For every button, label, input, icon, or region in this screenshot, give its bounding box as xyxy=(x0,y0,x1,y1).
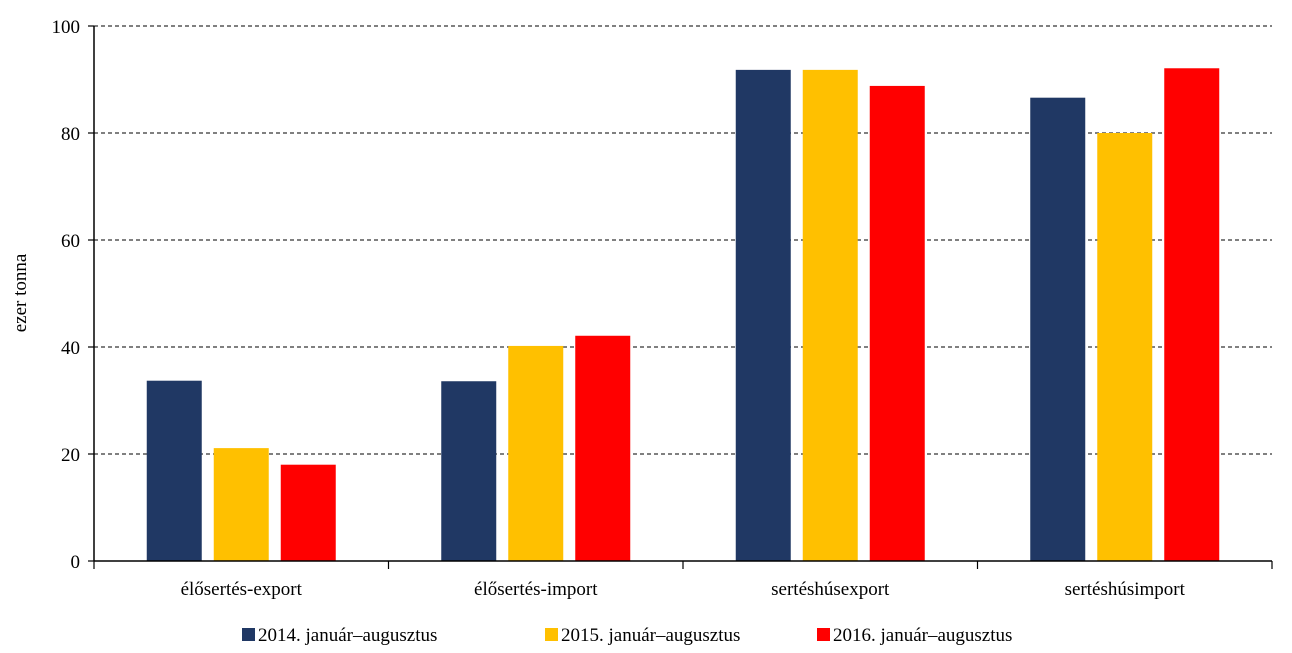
x-category-label: sertéshúsimport xyxy=(1065,579,1186,600)
y-axis-label: ezer tonna xyxy=(10,253,31,332)
legend-swatch xyxy=(545,628,558,641)
x-category-label: sertéshúsexport xyxy=(771,579,890,600)
legend-label: 2016. január–augusztus xyxy=(833,625,1012,646)
bar xyxy=(802,69,858,562)
x-category-label: élősertés-export xyxy=(181,579,303,600)
bars xyxy=(146,68,1220,562)
bar xyxy=(1164,68,1220,561)
bar xyxy=(575,335,631,561)
y-tick-label: 0 xyxy=(71,552,81,573)
y-tick-label: 40 xyxy=(61,338,80,359)
x-category-labels: élősertés-export élősertés-import sertéshú… xyxy=(181,579,1186,600)
bar xyxy=(1097,133,1153,561)
bar xyxy=(146,380,202,561)
axes xyxy=(93,26,1273,569)
bar xyxy=(213,448,269,561)
y-tick-label: 60 xyxy=(61,231,80,252)
y-tick-label: 80 xyxy=(61,124,80,145)
gridlines xyxy=(94,25,1272,455)
legend-swatch xyxy=(242,628,255,641)
x-category-label: élősertés-import xyxy=(474,579,598,600)
bar xyxy=(869,85,925,562)
y-tick-label: 20 xyxy=(61,445,80,466)
y-tick-label: 100 xyxy=(52,17,81,38)
y-tick-labels: 0 20 40 60 80 100 xyxy=(52,17,94,573)
bar xyxy=(735,69,791,562)
legend-label: 2015. január–augusztus xyxy=(561,625,740,646)
bar xyxy=(1030,97,1086,561)
legend: 2014. január–augusztus 2015. január–augus… xyxy=(242,625,1012,646)
bar xyxy=(280,464,336,561)
legend-swatch xyxy=(817,628,830,641)
bar xyxy=(441,381,497,561)
bar xyxy=(508,345,564,561)
legend-label: 2014. január–augusztus xyxy=(258,625,437,646)
